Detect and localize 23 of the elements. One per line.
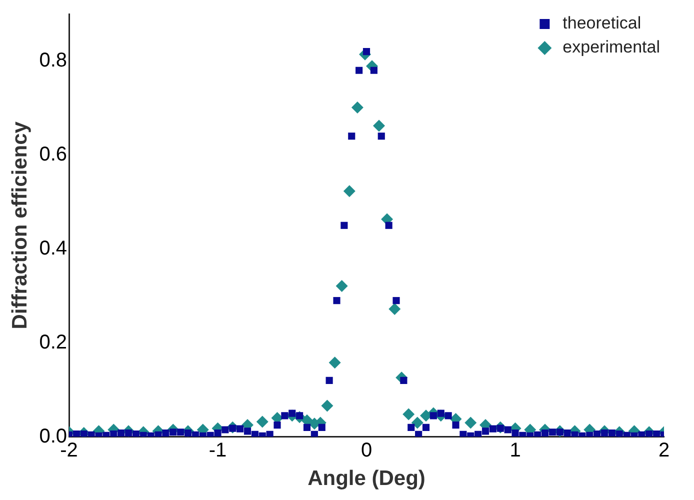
point <box>464 416 477 429</box>
y-tick-label: 0.4 <box>39 237 68 260</box>
x-tick-label: 2 <box>658 439 670 462</box>
point <box>343 185 356 198</box>
point <box>351 101 364 114</box>
point <box>336 280 348 292</box>
point <box>321 400 334 412</box>
point <box>372 120 385 132</box>
x-tick-label: -1 <box>208 439 227 462</box>
x-tick-label: 0 <box>360 439 372 462</box>
point <box>402 408 415 420</box>
y-tick-label: 0.6 <box>39 143 68 166</box>
y-tick-label: 0.2 <box>39 331 68 354</box>
y-axis-title: Diffraction efficiency <box>8 121 32 330</box>
x-tick-label: 1 <box>510 439 521 462</box>
legend-label: theoretical <box>562 14 642 33</box>
x-axis-title: Angle (Deg) <box>308 467 426 490</box>
point <box>411 416 424 429</box>
point <box>256 416 268 428</box>
point <box>328 356 341 369</box>
y-tick-label: 0.8 <box>39 49 68 72</box>
point <box>388 303 401 316</box>
legend-label: experimental <box>562 38 660 57</box>
